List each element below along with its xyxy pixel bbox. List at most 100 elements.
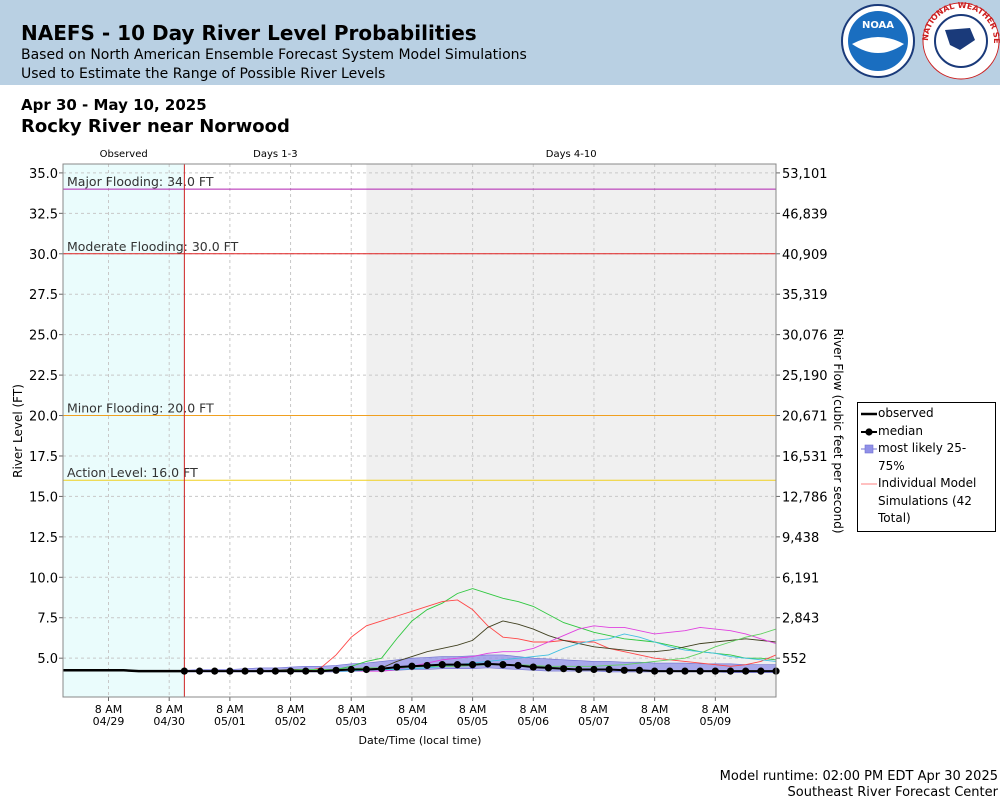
- region: [366, 164, 776, 697]
- median-point: [575, 665, 583, 674]
- x-tick-label: 05/01: [214, 715, 246, 728]
- region: [63, 164, 185, 697]
- median-point: [256, 667, 264, 675]
- y2-tick-label: 25,190: [782, 369, 828, 384]
- y-tick-label: 10.0: [29, 571, 58, 586]
- noaa-logo-text: NOAA: [862, 20, 894, 31]
- x-tick-label: 05/02: [275, 715, 307, 728]
- legend-label: observed: [878, 406, 934, 420]
- median-point: [332, 666, 340, 674]
- y2-tick-label: 40,909: [782, 248, 828, 263]
- x-tick-label: 8 AM: [216, 703, 244, 716]
- y-tick-label: 30.0: [29, 248, 58, 263]
- threshold-label: Action Level: 16.0 FT: [67, 465, 198, 480]
- x-tick-label: 05/05: [457, 715, 489, 728]
- median-point: [635, 666, 644, 674]
- median-point: [514, 661, 522, 670]
- x-tick-label: 8 AM: [580, 703, 608, 716]
- legend-symbol: [861, 444, 877, 454]
- median-point: [605, 665, 613, 674]
- median-point: [742, 667, 750, 675]
- median-point: [453, 661, 462, 669]
- y-tick-label: 35.0: [29, 167, 58, 182]
- y2-tick-label: 12,786: [782, 490, 828, 505]
- y-tick-label: 25.0: [29, 329, 58, 344]
- observed-line: [63, 669, 185, 673]
- legend-item: median: [858, 423, 995, 441]
- x-tick-label: 05/07: [578, 715, 610, 728]
- footer: Model runtime: 02:00 PM EDT Apr 30 2025: [720, 769, 998, 784]
- median-point: [362, 665, 371, 674]
- median-point: [393, 663, 401, 671]
- median-point: [484, 660, 492, 668]
- y-tick-label: 22.5: [29, 369, 58, 384]
- plot-frame: [62, 163, 777, 698]
- x-tick-label: 04/30: [153, 715, 185, 728]
- y2-tick-label: 16,531: [782, 450, 828, 465]
- header-band: [0, 0, 1000, 85]
- x-tick-label: 8 AM: [459, 703, 487, 716]
- y2-tick-label: 6,191: [782, 571, 819, 586]
- legend-symbol: [861, 427, 877, 436]
- y2-tick-label: 2,843: [782, 612, 819, 627]
- x-tick-label: 8 AM: [641, 703, 669, 716]
- legend-label: Individual Model Simulations (42 Total): [878, 476, 977, 525]
- x-tick-label: 8 AM: [520, 703, 548, 716]
- y-tick-label: 15.0: [29, 490, 58, 505]
- median-point: [757, 667, 765, 675]
- x-tick-label: 8 AM: [398, 703, 426, 716]
- x-tick-label: 8 AM: [277, 703, 305, 716]
- median-point: [560, 665, 568, 673]
- x-tick-label: 05/08: [639, 715, 671, 728]
- y-tick-label: 5.0: [37, 652, 58, 667]
- median-point: [195, 667, 204, 675]
- median-point: [241, 667, 249, 675]
- median-point: [377, 665, 386, 673]
- median-point: [711, 667, 719, 675]
- median-point: [681, 667, 689, 675]
- y-axis-label: River Level (FT): [11, 384, 25, 478]
- median-line: [184, 662, 776, 673]
- median-point: [211, 667, 219, 675]
- region-label: Days 4-10: [546, 149, 597, 160]
- median-point: [666, 667, 674, 675]
- threshold-label: Major Flooding: 34.0 FT: [67, 174, 214, 189]
- footer: Southeast River Forecast Center: [788, 785, 999, 800]
- x-tick-label: 8 AM: [702, 703, 730, 716]
- subtitle: Based on North American Ensemble Forecas…: [21, 47, 527, 63]
- x-tick-label: 05/06: [517, 715, 549, 728]
- y-tick-label: 12.5: [29, 531, 58, 546]
- median-point: [423, 661, 431, 670]
- median-point: [438, 661, 446, 669]
- chart-title: NAEFS - 10 Day River Level Probabilities: [21, 21, 477, 45]
- region: [184, 164, 367, 697]
- y2-tick-label: 20,671: [782, 410, 828, 425]
- median-point: [544, 664, 553, 672]
- median-point: [499, 661, 507, 669]
- y-tick-label: 7.5: [37, 612, 58, 627]
- y2-axis-label: River Flow (cubic feet per second): [831, 328, 845, 533]
- y2-tick-label: 35,319: [782, 288, 828, 303]
- y-tick-label: 27.5: [29, 288, 58, 303]
- location: Rocky River near Norwood: [21, 116, 290, 137]
- x-axis-label: Date/Time (local time): [359, 734, 482, 747]
- legend-label: most likely 25-75%: [878, 441, 967, 473]
- median-point: [696, 667, 704, 675]
- threshold-label: Moderate Flooding: 30.0 FT: [67, 239, 239, 254]
- date-range: Apr 30 - May 10, 2025: [21, 96, 207, 114]
- x-tick-label: 04/29: [93, 715, 125, 728]
- median-point: [302, 667, 310, 675]
- subtitle: Used to Estimate the Range of Possible R…: [21, 66, 385, 82]
- x-tick-label: 8 AM: [337, 703, 365, 716]
- median-point: [180, 667, 188, 675]
- y-tick-label: 20.0: [29, 410, 58, 425]
- y2-tick-label: 46,839: [782, 207, 828, 222]
- legend-symbol: [861, 412, 877, 416]
- legend-item: Individual Model Simulations (42 Total): [858, 475, 995, 528]
- median-point: [286, 667, 295, 675]
- region-label: Days 1-3: [253, 149, 297, 160]
- median-point: [317, 667, 325, 675]
- y-tick-label: 32.5: [29, 207, 58, 222]
